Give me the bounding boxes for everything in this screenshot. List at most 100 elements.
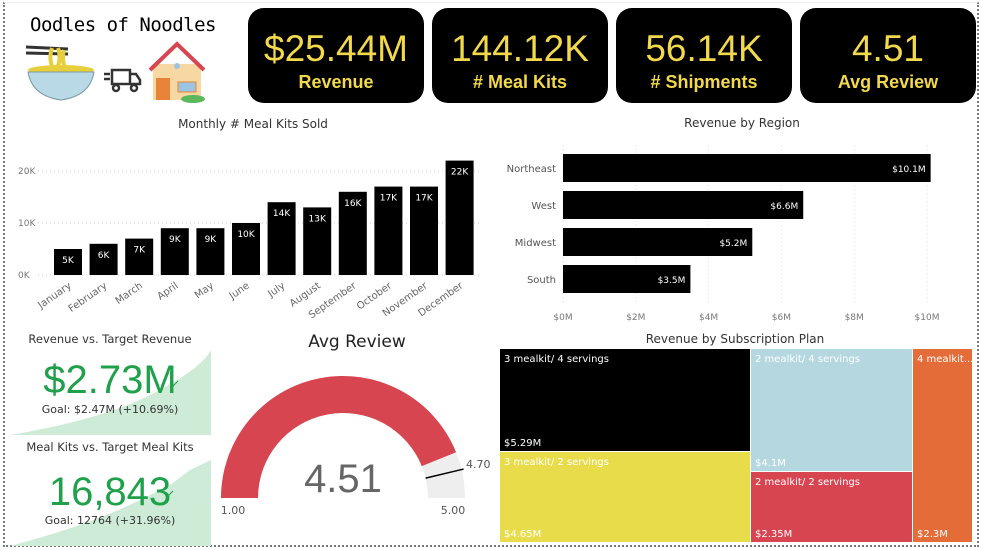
treemap-title: Revenue by Subscription Plan <box>645 332 825 346</box>
x-tick-label: February <box>67 280 110 314</box>
bar-february <box>89 243 118 275</box>
tile-name: 4 mealkit... <box>917 354 972 365</box>
data-label: 6K <box>98 251 111 261</box>
bar-july <box>267 202 296 275</box>
gauge-target-label: 4.70 <box>466 458 491 471</box>
data-label: 9K <box>169 235 182 245</box>
kpi-label: Revenue <box>298 72 374 92</box>
treemap-tile[interactable]: 3 mealkit/ 2 servings $4.65M <box>500 452 750 542</box>
bar-west <box>563 191 804 219</box>
tile-value: $4.1M <box>755 458 786 469</box>
treemap-tile[interactable]: 2 mealkit/ 2 servings $2.35M <box>751 472 912 542</box>
x-tick-label: $4M <box>699 313 718 323</box>
x-tick-label: $10M <box>915 313 940 323</box>
y-tick-label: Northeast <box>507 164 556 175</box>
data-label: 17K <box>380 194 398 204</box>
bar-january <box>54 249 82 275</box>
treemap-tile[interactable]: 2 mealkit/ 4 servings $4.1M <box>751 349 912 471</box>
bar-june <box>232 223 260 275</box>
data-label: $3.5M <box>658 276 686 286</box>
data-label: 22K <box>451 168 469 178</box>
bar-april <box>160 228 189 275</box>
revenue-target-title: Revenue vs. Target Revenue <box>28 332 192 346</box>
gauge-value-arc <box>221 376 457 498</box>
x-tick-label: June <box>227 280 252 302</box>
kpi-label: # Meal Kits <box>472 72 568 92</box>
bar-midwest <box>563 228 753 256</box>
kpi-card-shipments: 56.14K # Shipments <box>616 8 792 103</box>
tile-value: $4.65M <box>504 529 542 540</box>
kpi-value: $25.44M <box>264 28 408 69</box>
logo-title: Oodles of Noodles <box>30 14 216 36</box>
tile-name: 3 mealkit/ 2 servings <box>504 457 609 468</box>
tile-name: 3 mealkit/ 4 servings <box>504 354 609 365</box>
mealkits-target-title: Meal Kits vs. Target Meal Kits <box>26 440 194 454</box>
revenue-target-goal: Goal: $2.47M (+10.69%) <box>41 403 179 416</box>
kpi-value: 144.12K <box>451 28 589 69</box>
kpi-label: Avg Review <box>837 72 939 92</box>
y-tick-label: 10K <box>18 219 36 229</box>
data-label: 5K <box>62 256 75 266</box>
data-label: $10.1M <box>892 165 926 175</box>
kpi-card-meal-kits: 144.12K # Meal Kits <box>432 8 608 103</box>
x-tick-label: $0M <box>553 313 572 323</box>
data-label: 13K <box>309 214 327 224</box>
x-tick-label: $6M <box>772 313 791 323</box>
data-label: $6.6M <box>770 202 798 212</box>
bar-october <box>374 186 403 275</box>
bar-northeast <box>563 154 931 182</box>
x-tick-label: May <box>193 280 216 301</box>
kpi-value: 56.14K <box>645 28 763 69</box>
y-tick-label: 20K <box>18 167 36 177</box>
data-label: 10K <box>237 230 255 240</box>
bar-south <box>563 265 691 293</box>
mealkits-target-goal: Goal: 12764 (+31.96%) <box>44 514 176 527</box>
revenue-target-value: $2.73M <box>43 358 177 402</box>
tile-value: $5.29M <box>504 438 542 449</box>
y-tick-label: Midwest <box>515 238 556 249</box>
x-tick-label: April <box>155 280 180 302</box>
data-label: 14K <box>273 209 291 219</box>
mealkits-target-value: 16,843 <box>48 470 172 514</box>
x-tick-label: $2M <box>626 313 645 323</box>
tile-value: $2.3M <box>917 529 948 540</box>
bar-november <box>410 186 438 275</box>
treemap-tile[interactable]: 4 mealkit... $2.3M <box>913 349 972 542</box>
gauge-target-marker <box>425 468 464 479</box>
monthly-chart-title: Monthly # Meal Kits Sold <box>178 117 328 131</box>
x-tick-label: March <box>114 280 145 306</box>
bar-march <box>125 238 154 275</box>
y-tick-label: South <box>527 275 556 286</box>
tile-name: 2 mealkit/ 4 servings <box>755 354 860 365</box>
x-tick-label: July <box>265 280 287 300</box>
gauge-value: 4.51 <box>304 457 382 501</box>
dashboard-frame <box>3 2 979 547</box>
tile-name: 2 mealkit/ 2 servings <box>755 477 860 488</box>
data-label: 16K <box>344 199 362 209</box>
kpi-value: 4.51 <box>851 28 924 69</box>
check-icon <box>164 490 174 497</box>
data-label: 9K <box>205 235 218 245</box>
x-tick-label: $8M <box>845 313 864 323</box>
y-tick-label: 0K <box>18 271 31 281</box>
gauge-min-label: 1.00 <box>221 504 246 517</box>
bar-august <box>303 207 332 275</box>
data-label: 17K <box>415 194 433 204</box>
check-icon <box>169 380 179 387</box>
gauge-max-label: 5.00 <box>441 504 466 517</box>
bar-may <box>196 228 225 275</box>
y-tick-label: West <box>531 201 556 212</box>
bar-december <box>445 160 474 275</box>
data-label: $5.2M <box>719 239 747 249</box>
data-label: 7K <box>133 246 146 256</box>
region-chart-title: Revenue by Region <box>684 116 800 130</box>
treemap-tile[interactable]: 3 mealkit/ 4 servings $5.29M <box>500 349 750 451</box>
kpi-label: # Shipments <box>650 72 758 92</box>
kpi-card-avg-review: 4.51 Avg Review <box>800 8 976 103</box>
bar-september <box>338 191 367 275</box>
gauge-title: Avg Review <box>308 332 406 352</box>
tile-value: $2.35M <box>755 529 793 540</box>
